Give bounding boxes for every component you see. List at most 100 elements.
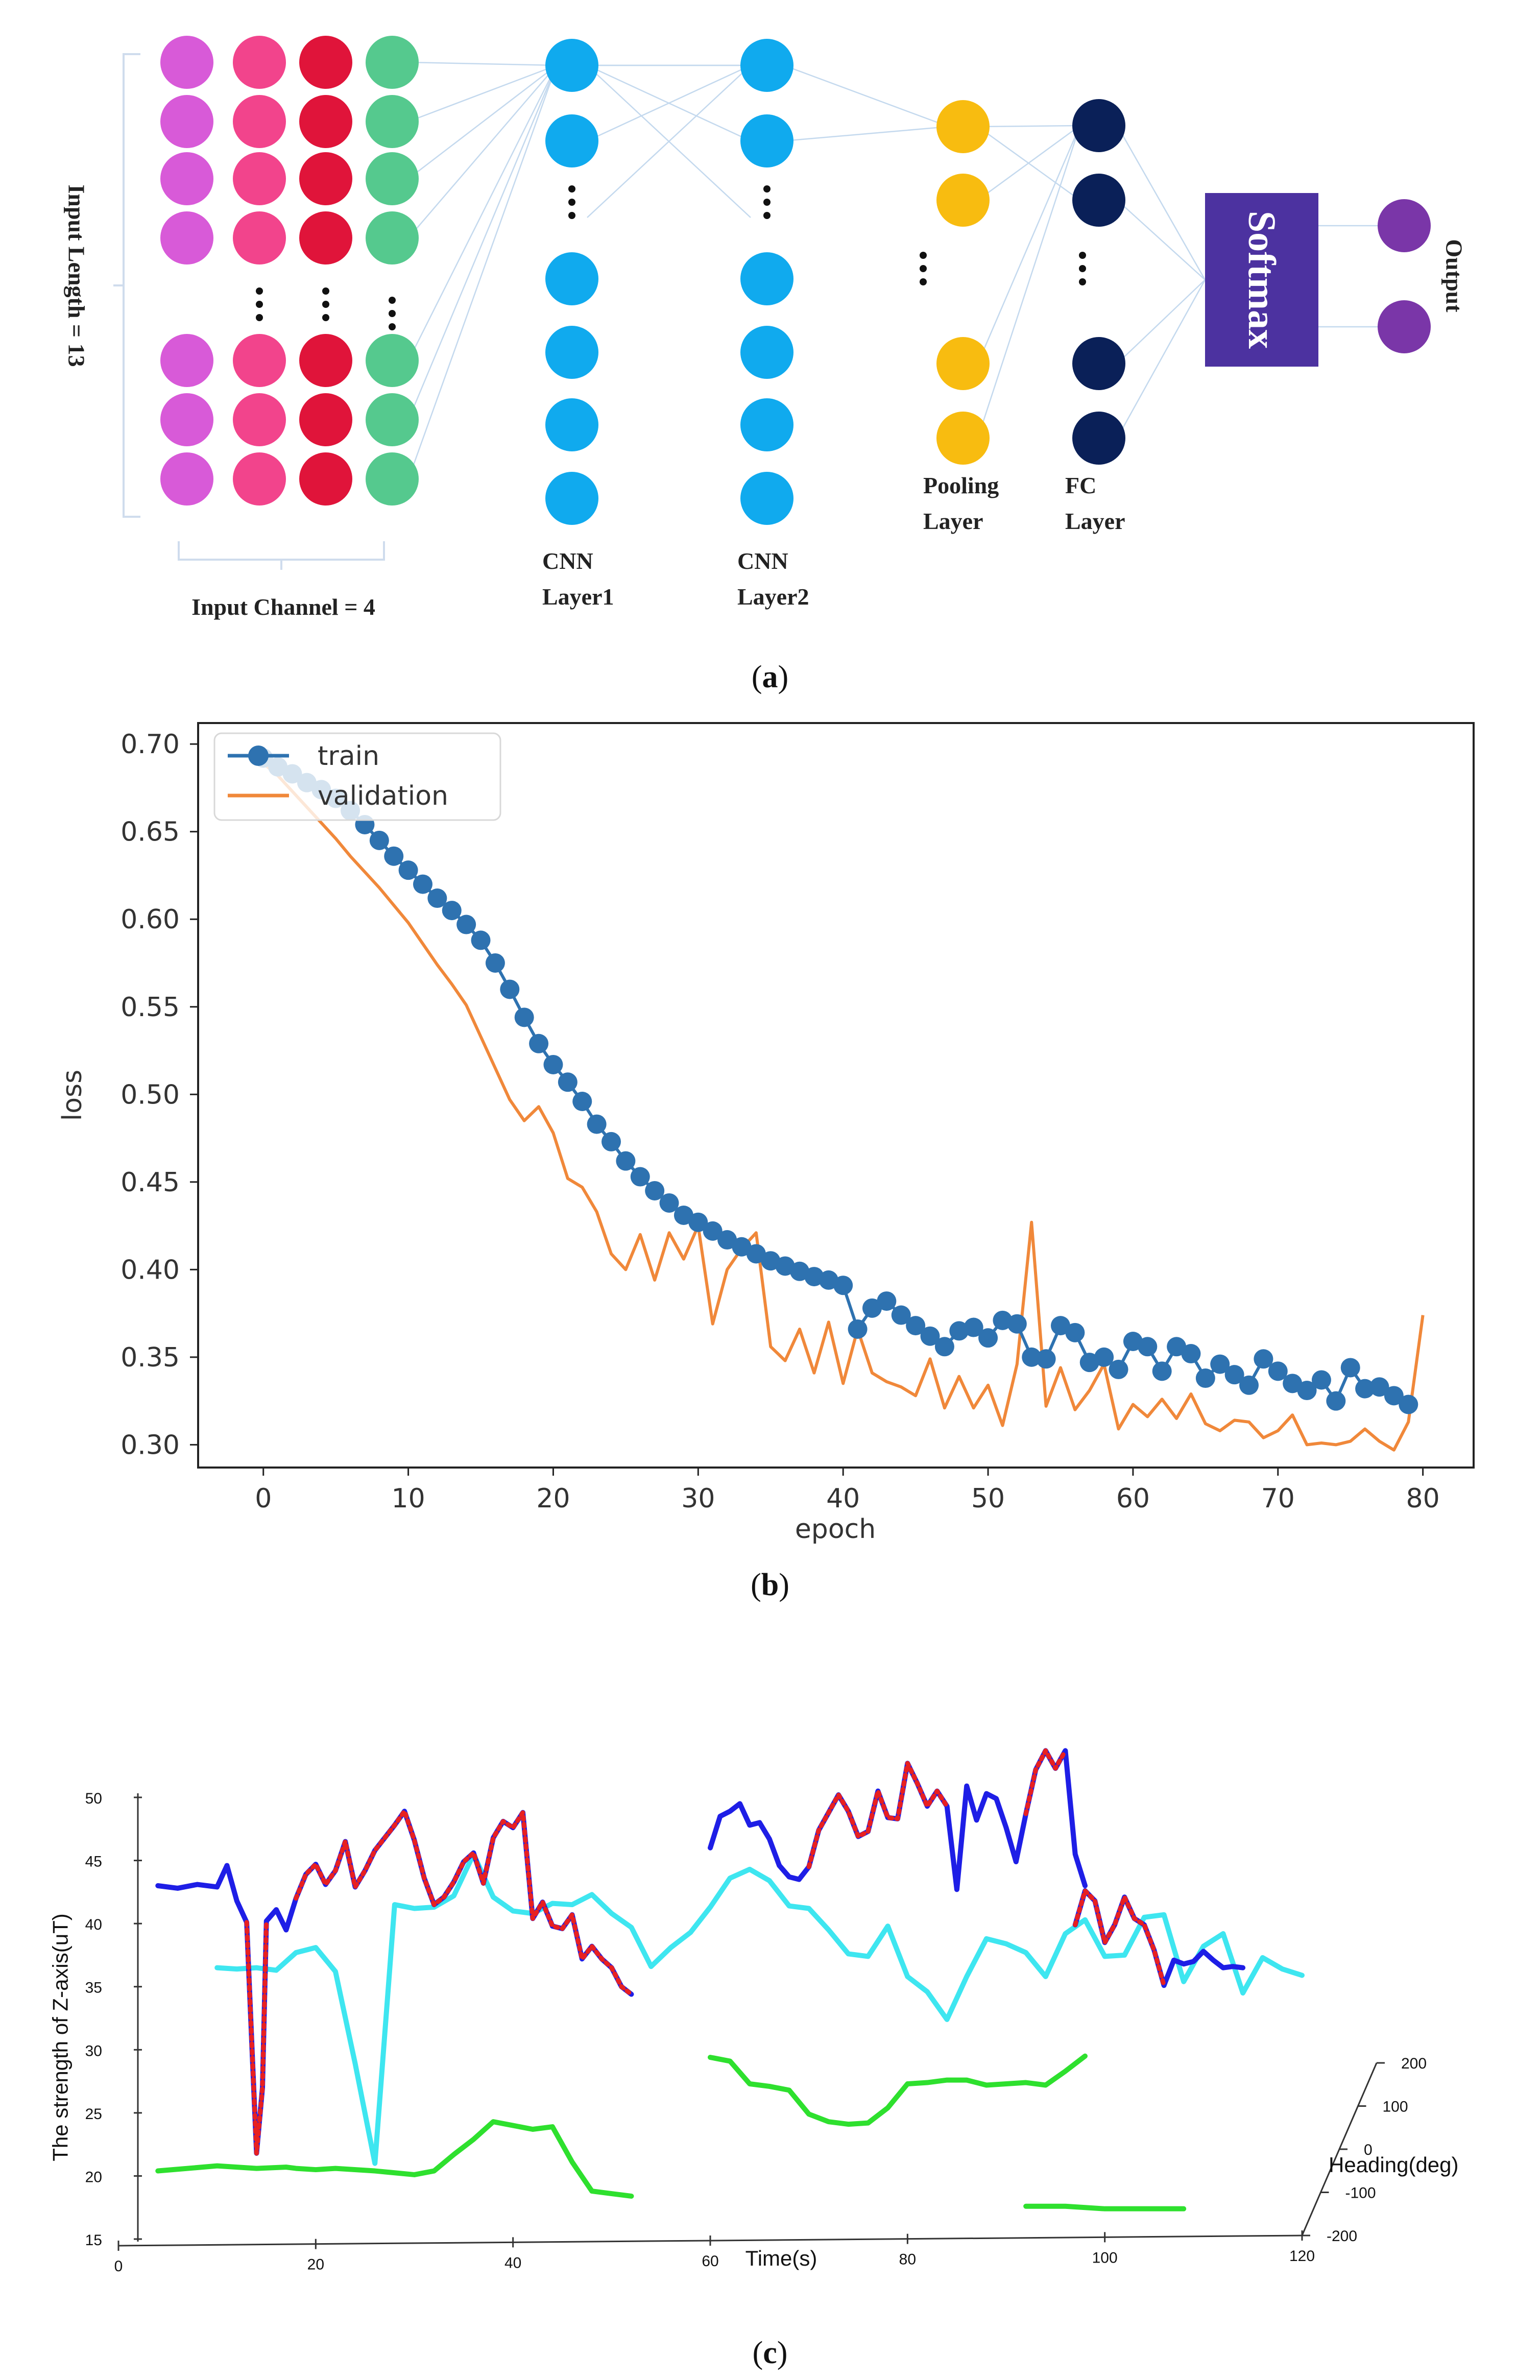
panel-a-caption: (a): [752, 660, 788, 694]
magnetic-axis-ticks: 15 20 25 30 35 40 45 50 0 20 40 60 80 100 120 200 100 0 -1…: [85, 1790, 1427, 2275]
fc-layer-label-line2: Layer: [1065, 508, 1125, 534]
train-point: [1065, 1323, 1085, 1342]
train-point: [456, 915, 476, 934]
ellipsis-dot: [568, 212, 575, 219]
train-point: [732, 1237, 752, 1257]
y-tick-label: 0.55: [121, 992, 180, 1023]
cnn-layer2-node: [740, 114, 793, 167]
loss-y-axis-label: loss: [57, 1070, 88, 1121]
ellipsis-dot: [763, 212, 771, 219]
train-point: [1311, 1370, 1331, 1390]
input-node: [160, 334, 213, 387]
connection: [783, 64, 949, 128]
reference-z-strength-line: [214, 1852, 1305, 2166]
network-nodes: [160, 36, 1431, 525]
input-node: [299, 152, 352, 205]
ellipsis-dot: [1079, 265, 1086, 272]
ellipsis-dot: [389, 323, 396, 330]
ellipsis-dot: [322, 301, 329, 308]
train-point: [369, 830, 389, 850]
train-point: [500, 979, 520, 999]
cnn-layer1-node: [545, 472, 598, 525]
time-tick-label: 40: [504, 2254, 521, 2271]
pooling-node: [936, 174, 990, 227]
input-node: [233, 393, 286, 446]
cnn-layer1-node: [545, 398, 598, 451]
connection: [783, 126, 949, 142]
output-node: [1378, 300, 1431, 353]
time-tick-label: 80: [899, 2251, 916, 2268]
input-node: [366, 334, 419, 387]
heading-line: [708, 2053, 1088, 2127]
cnn-layer2-node: [740, 326, 793, 379]
fc-node: [1072, 337, 1125, 390]
input-node: [160, 36, 213, 89]
panel-b-loss-chart: 0 10 20 30 40 50 60 70 80 0.30 0.35 0.40 0.45 0.50 0.5…: [57, 722, 1475, 1602]
input-node: [160, 152, 213, 205]
train-point: [804, 1267, 824, 1287]
x-tick-label: 10: [392, 1483, 425, 1514]
cnn-layer1-label-line2: Layer1: [542, 584, 614, 610]
z-strength-tick-label: 25: [85, 2106, 102, 2123]
x-tick-label: 20: [536, 1483, 570, 1514]
pooling-node: [936, 412, 990, 465]
cnn-layer1-node: [545, 326, 598, 379]
input-node: [160, 393, 213, 446]
input-node: [366, 452, 419, 506]
heading-line: [1023, 2203, 1187, 2211]
network-connections: [407, 61, 1389, 479]
train-point: [1195, 1368, 1215, 1388]
ellipsis-dot: [389, 310, 396, 317]
pooling-layer-label-line1: Pooling: [923, 472, 999, 498]
heading-tick-label: -200: [1327, 2228, 1357, 2245]
input-node: [233, 95, 286, 148]
pooling-node: [936, 337, 990, 390]
train-point: [833, 1276, 853, 1295]
input-node: [366, 152, 419, 205]
time-tick-label: 0: [114, 2258, 123, 2275]
train-point: [1224, 1365, 1244, 1385]
train-point: [543, 1054, 563, 1074]
ellipsis-dot: [322, 287, 329, 295]
train-point: [1022, 1347, 1042, 1367]
cnn-layer1-node: [545, 114, 598, 167]
x-tick-label: 50: [971, 1483, 1005, 1514]
y-tick-label: 0.70: [121, 729, 180, 760]
train-point: [964, 1317, 983, 1337]
time-axis-label: Time(s): [745, 2246, 817, 2270]
ellipsis-dot: [256, 301, 263, 308]
input-node: [299, 95, 352, 148]
heading-tick-label: 0: [1364, 2142, 1373, 2158]
pooling-node: [936, 100, 990, 153]
train-point: [934, 1337, 954, 1357]
input-node: [233, 452, 286, 506]
z-strength-tick-label: 30: [85, 2042, 102, 2059]
heading-tick-label: 200: [1401, 2055, 1427, 2072]
train-point: [1326, 1391, 1346, 1411]
output-node: [1378, 199, 1431, 252]
ellipsis-dot: [920, 265, 927, 272]
cnn-layer2-node: [740, 39, 793, 92]
train-point: [717, 1230, 737, 1250]
train-point: [978, 1328, 998, 1348]
train-point: [703, 1221, 723, 1241]
connection: [977, 126, 1080, 201]
cnn-layer2-label-line2: Layer2: [737, 584, 809, 610]
validation-line: [262, 762, 1425, 1452]
softmax-box: [1205, 193, 1318, 367]
train-point: [1369, 1377, 1389, 1397]
x-tick-label: 80: [1406, 1483, 1440, 1514]
train-point: [1138, 1337, 1158, 1357]
train-point: [993, 1310, 1013, 1330]
loss-x-axis-label: epoch: [795, 1514, 876, 1545]
train-point: [659, 1193, 679, 1213]
magnetic-z-fingerprint-line: [294, 1809, 634, 1997]
z-strength-tick-label: 40: [85, 1916, 102, 1933]
connection: [977, 125, 1081, 364]
train-point: [442, 901, 462, 921]
train-point: [746, 1244, 766, 1264]
y-tick-label: 0.65: [121, 817, 180, 848]
heading-tick-label: 100: [1383, 2099, 1408, 2115]
heading-line: [155, 2119, 634, 2199]
x-tick-label: 0: [255, 1483, 272, 1514]
